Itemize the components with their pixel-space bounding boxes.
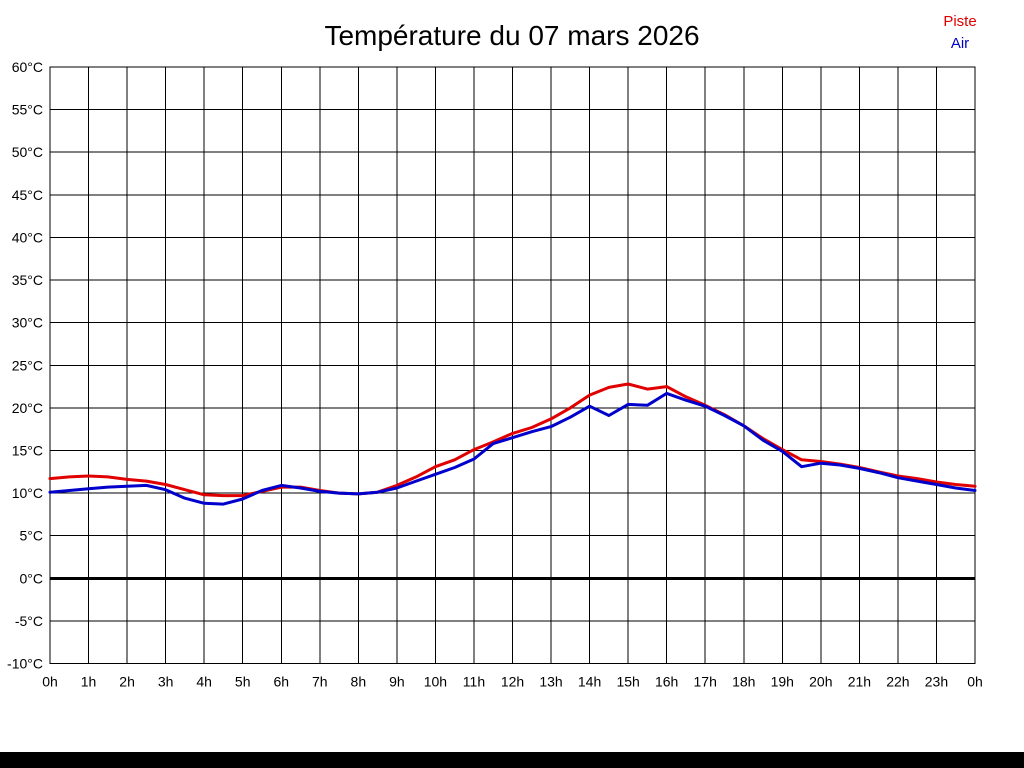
y-tick-label: 10°C bbox=[12, 485, 43, 501]
x-tick-label: 16h bbox=[655, 674, 678, 690]
x-tick-label: 17h bbox=[694, 674, 717, 690]
x-tick-label: 7h bbox=[312, 674, 328, 690]
legend-item-air: Air bbox=[950, 35, 970, 52]
air-line bbox=[48, 391, 977, 506]
y-tick-label: 35°C bbox=[12, 272, 43, 288]
x-tick-label: 11h bbox=[463, 674, 485, 690]
y-tick-label: 60°C bbox=[12, 59, 43, 75]
x-tick-label: 3h bbox=[158, 674, 174, 690]
x-tick-label: 1h bbox=[81, 674, 97, 690]
chart-title: Température du 07 mars 2026 bbox=[324, 20, 700, 51]
x-tick-label: 20h bbox=[809, 674, 832, 690]
y-tick-label: -5°C bbox=[15, 613, 43, 629]
y-tick-label: 50°C bbox=[12, 144, 43, 160]
y-tick-label: -10°C bbox=[7, 656, 43, 672]
y-tick-label: 25°C bbox=[12, 357, 43, 373]
x-tick-label: 23h bbox=[925, 674, 948, 690]
x-tick-label: 18h bbox=[732, 674, 755, 690]
x-tick-label: 15h bbox=[616, 674, 639, 690]
x-tick-label: 19h bbox=[771, 674, 794, 690]
x-tick-label: 21h bbox=[848, 674, 871, 690]
x-tick-label: 2h bbox=[119, 674, 135, 690]
bottom-black-bar bbox=[0, 752, 1024, 768]
y-tick-label: 20°C bbox=[12, 400, 43, 416]
y-tick-label: 0°C bbox=[20, 570, 44, 586]
chart-legend: Piste Air bbox=[898, 11, 1022, 55]
y-tick-label: 30°C bbox=[12, 315, 43, 331]
temperature-line-chart: 0h 1h 2h 3h 4h 5h 6h 7h 8h 9h 10h 11h 12h 13h 14h 15h 16… bbox=[7, 59, 983, 690]
x-tick-label: 14h bbox=[578, 674, 601, 690]
y-tick-label: 40°C bbox=[12, 229, 43, 245]
plot-frame bbox=[49, 66, 976, 664]
x-tick-label: 9h bbox=[389, 674, 405, 690]
x-tick-label: 22h bbox=[886, 674, 909, 690]
x-tick-label: 6h bbox=[273, 674, 289, 690]
y-tick-label: 5°C bbox=[20, 528, 44, 544]
x-tick-label: 0h bbox=[967, 674, 983, 690]
legend-item-piste: Piste bbox=[943, 13, 977, 30]
x-tick-label: 4h bbox=[196, 674, 212, 690]
x-tick-label: 10h bbox=[424, 674, 447, 690]
y-tick-label: 55°C bbox=[12, 102, 43, 118]
x-tick-label: 13h bbox=[539, 674, 562, 690]
x-tick-label: 8h bbox=[351, 674, 367, 690]
x-tick-label: 12h bbox=[501, 674, 524, 690]
x-tick-label: 5h bbox=[235, 674, 251, 690]
y-tick-label: 45°C bbox=[12, 187, 43, 203]
x-tick-label: 0h bbox=[42, 674, 58, 690]
y-tick-label: 15°C bbox=[12, 442, 43, 458]
piste-line bbox=[48, 382, 977, 498]
